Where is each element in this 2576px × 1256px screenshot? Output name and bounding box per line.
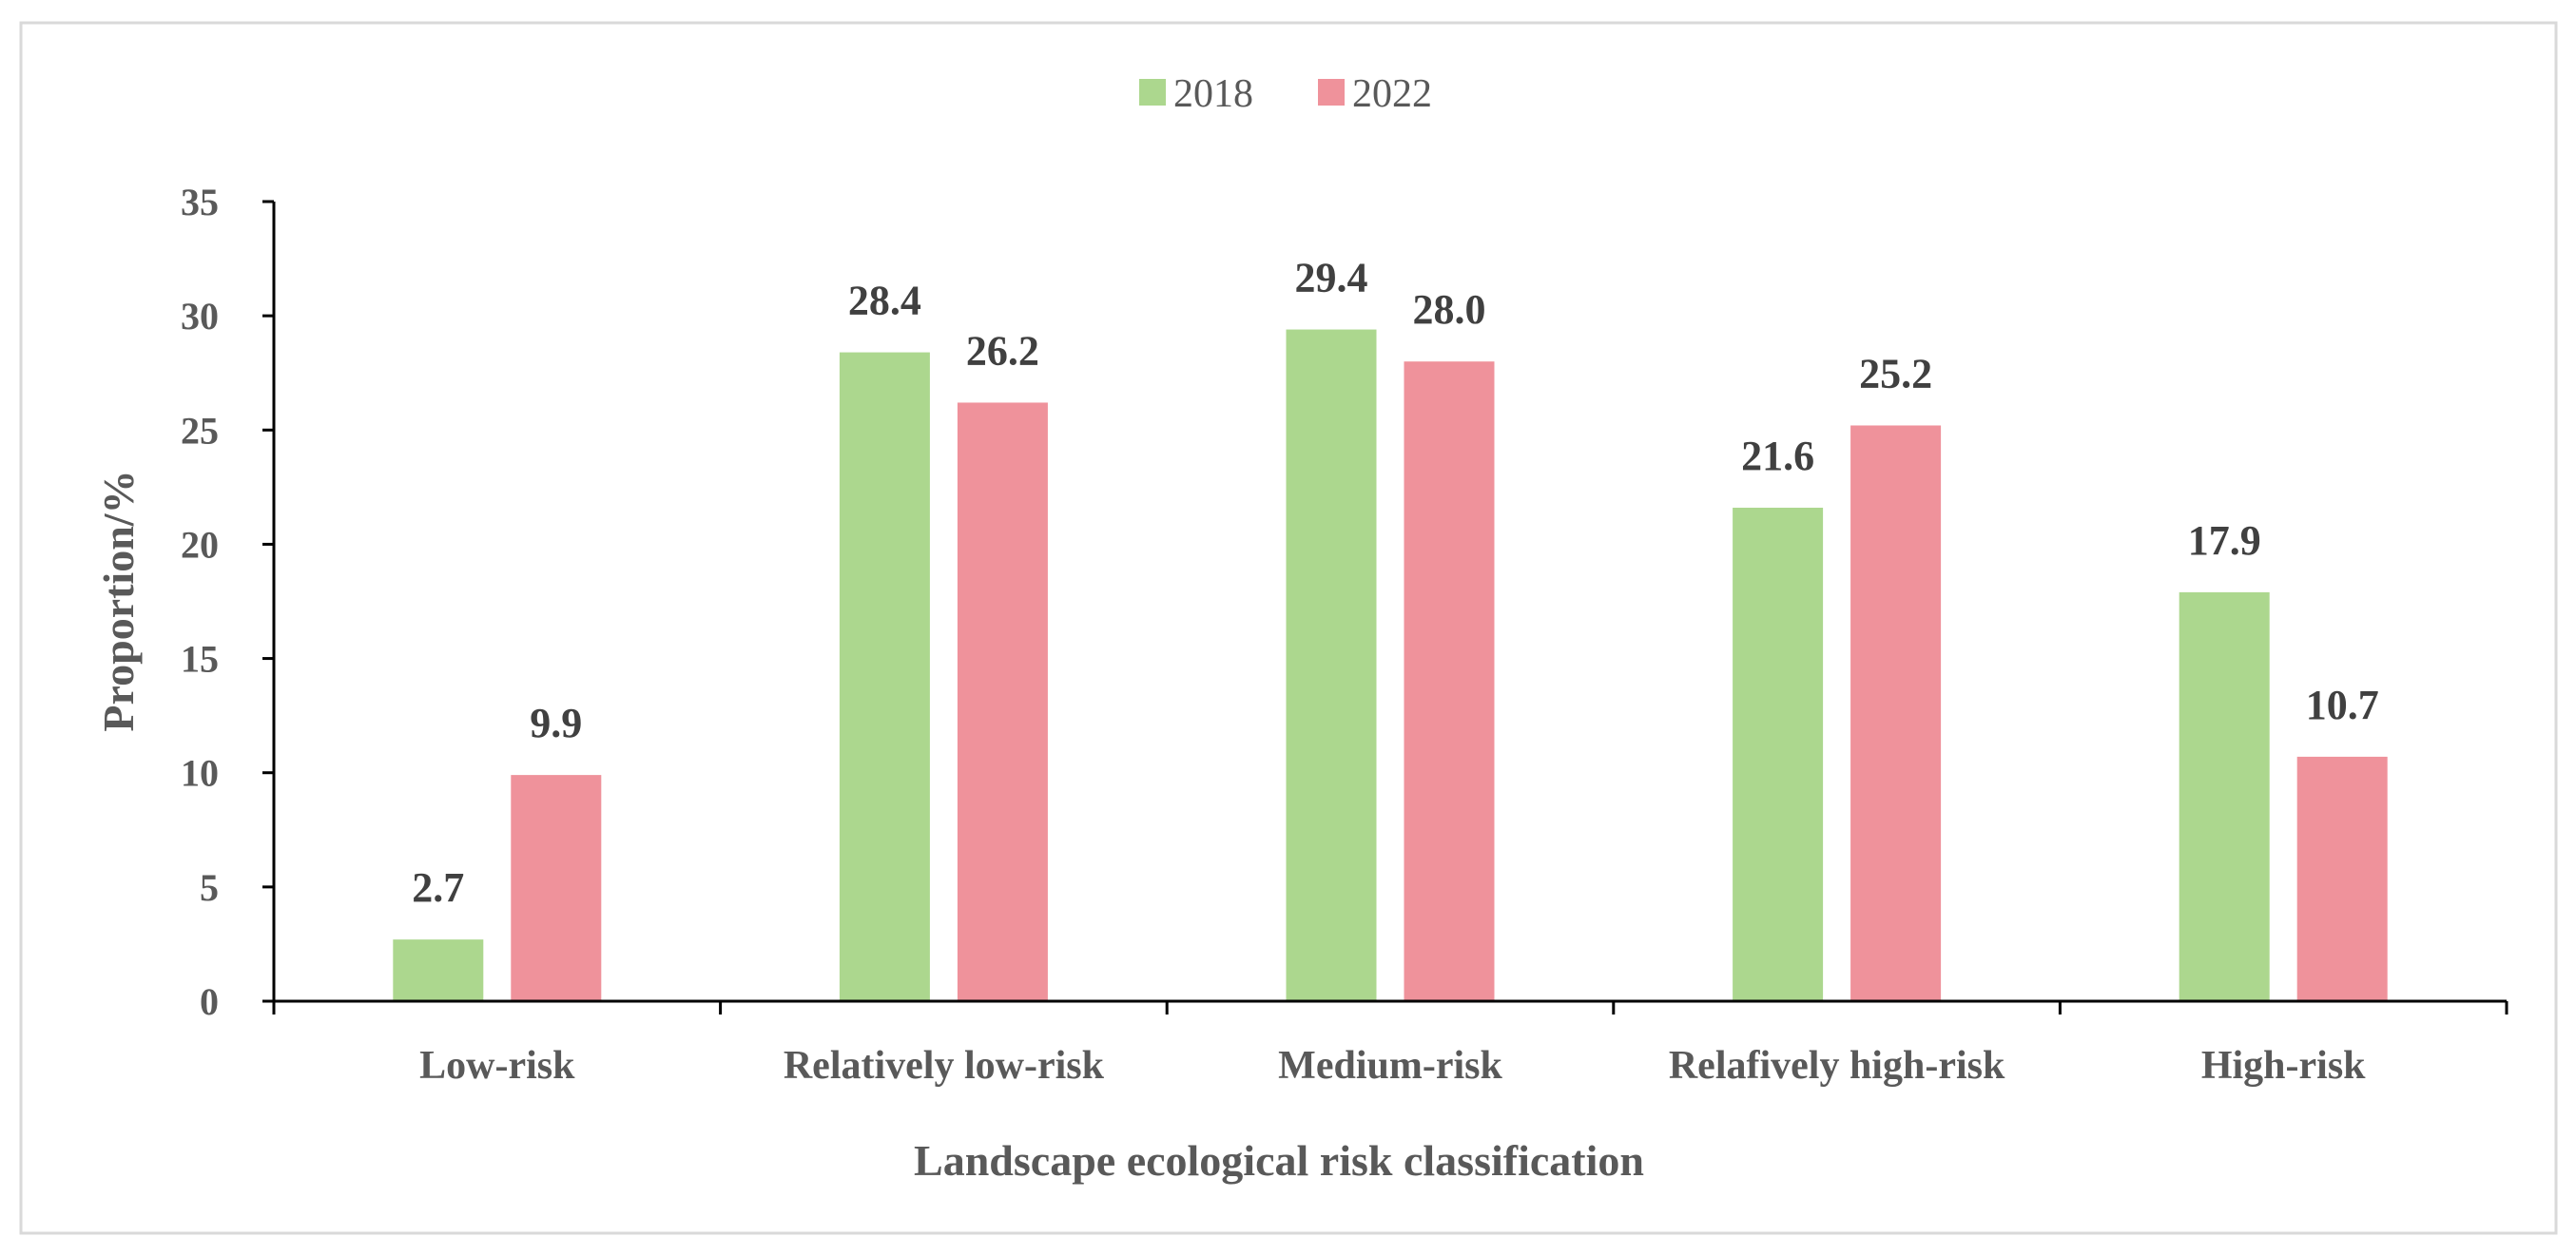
y-tick-label: 20 [181,523,219,566]
legend-label-2018: 2018 [1173,72,1253,116]
bar-2022-3 [1850,425,1942,1002]
data-label: 17.9 [2188,517,2261,564]
bar-2018-1 [839,352,930,1001]
bar-2022-0 [511,775,602,1001]
x-category-label: Medium-risk [1278,1044,1502,1088]
data-label: 28.4 [848,278,921,324]
y-tick-label: 0 [200,980,219,1023]
data-label: 2.7 [412,864,464,911]
data-label: 26.2 [966,327,1039,374]
y-tick-label: 10 [181,752,219,795]
x-category-label: Relafively high-risk [1669,1044,2005,1088]
x-category-label: Relatively low-risk [784,1044,1105,1088]
legend-swatch-2018 [1139,79,1166,106]
x-category-label: Low-risk [419,1044,575,1088]
y-axis-title: Proportion/% [94,470,143,731]
bar-2022-4 [2296,756,2388,1001]
bar-2022-1 [957,402,1048,1001]
data-label: 21.6 [1741,433,1814,479]
bar-2018-0 [393,939,484,1001]
y-tick-label: 30 [181,295,219,338]
data-label: 28.0 [1413,286,1486,333]
data-label: 29.4 [1295,255,1368,301]
y-tick-label: 5 [200,866,219,909]
bar-2022-2 [1404,361,1495,1001]
y-tick-label: 35 [181,181,219,223]
bar-2018-3 [1733,507,1824,1001]
x-axis-title: Landscape ecological risk classification [914,1136,1644,1185]
legend-swatch-2022 [1318,79,1345,106]
data-label: 9.9 [530,700,582,746]
data-label: 25.2 [1859,350,1932,396]
bar-2018-2 [1286,329,1377,1001]
bar-2018-4 [2179,591,2270,1001]
data-label: 10.7 [2306,682,2379,728]
x-category-label: High-risk [2201,1044,2366,1088]
y-tick-label: 25 [181,409,219,452]
legend-label-2022: 2022 [1352,72,1432,116]
y-tick-label: 15 [181,638,219,681]
legend: 2018 2022 [1139,72,1432,116]
